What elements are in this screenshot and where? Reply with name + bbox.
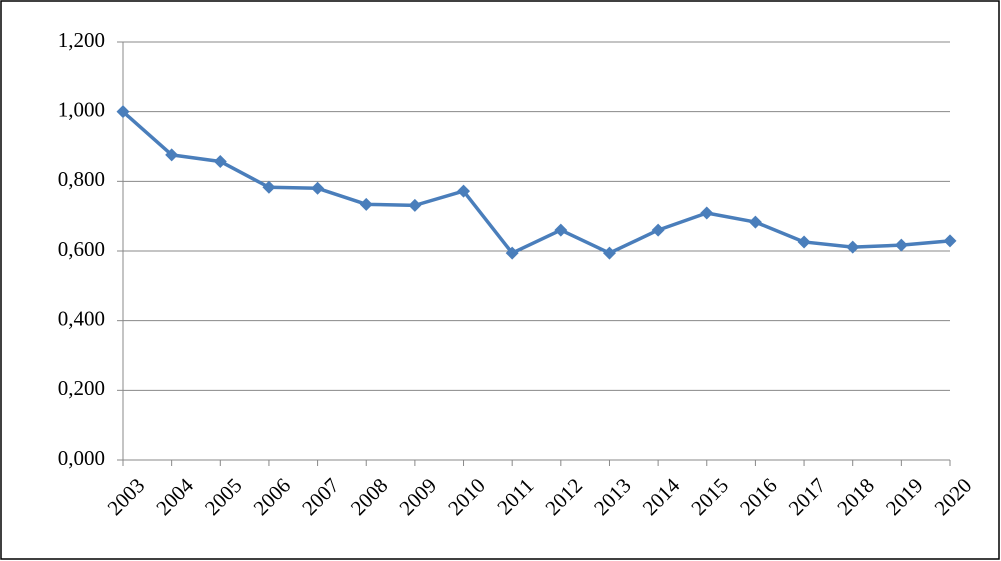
y-tick-label: 0,000 (58, 446, 105, 470)
y-tick-label: 1,200 (58, 28, 105, 52)
data-marker (213, 154, 227, 168)
data-marker (359, 197, 373, 211)
data-marker (846, 240, 860, 254)
data-marker (408, 198, 422, 212)
y-tick-label: 1,000 (58, 97, 105, 121)
data-marker (262, 180, 276, 194)
data-marker (165, 148, 179, 162)
data-marker (700, 206, 714, 220)
y-tick-label: 0,600 (58, 237, 105, 261)
data-marker (651, 223, 665, 237)
data-marker (943, 234, 957, 248)
data-marker (554, 223, 568, 237)
data-marker (505, 246, 519, 260)
series-line (121, 110, 951, 255)
data-marker (116, 105, 130, 119)
data-marker (602, 246, 616, 260)
y-tick-label: 0,200 (58, 376, 105, 400)
y-tick-label: 0,800 (58, 167, 105, 191)
data-marker (748, 215, 762, 229)
data-marker (457, 184, 471, 198)
y-tick-label: 0,400 (58, 306, 105, 330)
data-marker (797, 235, 811, 249)
data-marker (894, 238, 908, 252)
data-marker (311, 181, 325, 195)
